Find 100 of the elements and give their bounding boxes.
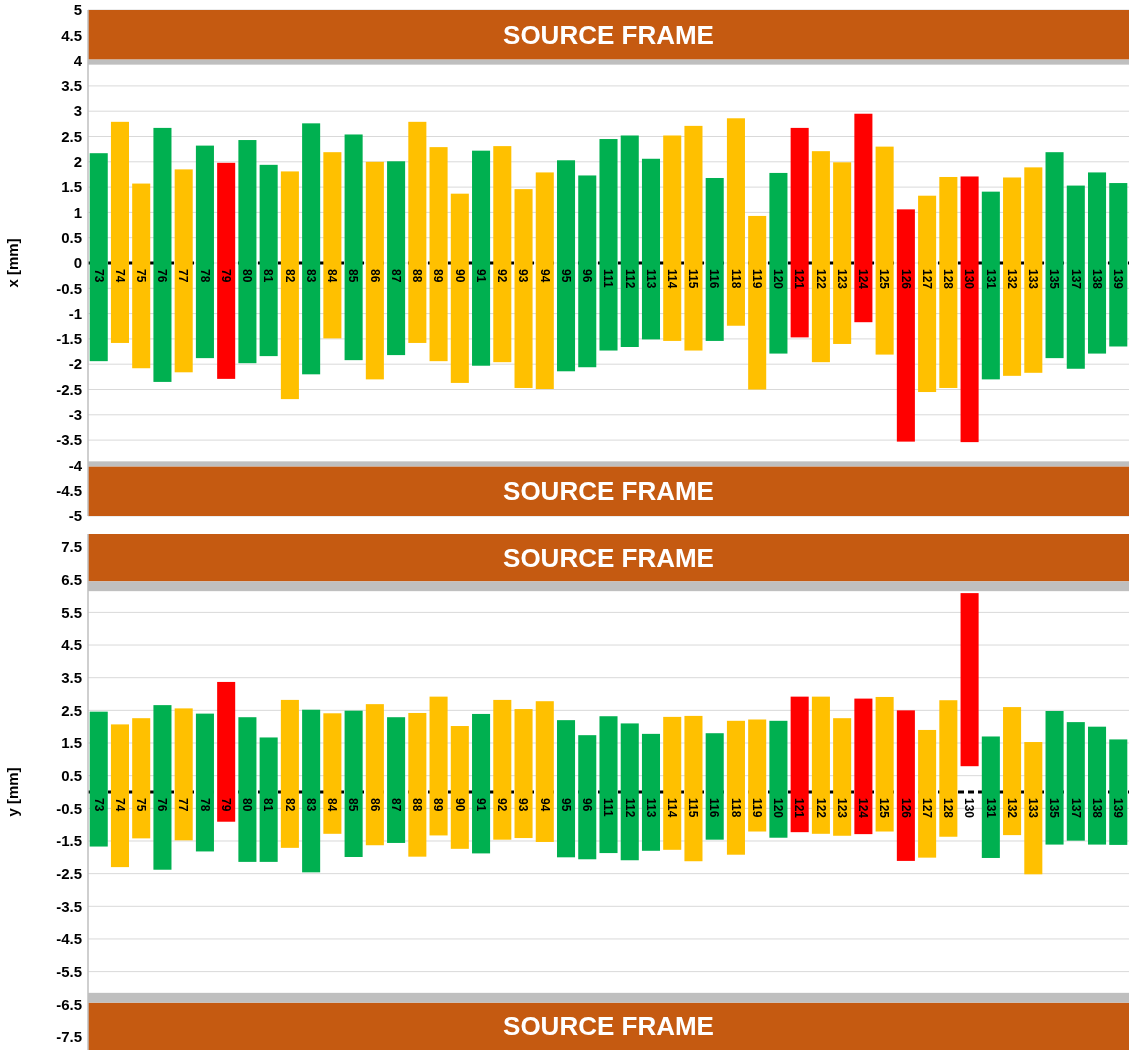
x-tick-label: 88 bbox=[410, 269, 425, 283]
x-tick-label: 92 bbox=[495, 798, 510, 812]
x-tick-label: 76 bbox=[155, 798, 170, 812]
y-tick-label: -4 bbox=[68, 456, 83, 474]
x-tick-label: 124 bbox=[856, 269, 871, 290]
x-tick-label: 90 bbox=[452, 798, 467, 812]
bar bbox=[195, 145, 214, 359]
bar bbox=[535, 172, 554, 389]
x-tick-label: 139 bbox=[1111, 798, 1126, 819]
x-tick-label: 130 bbox=[962, 798, 977, 819]
bar bbox=[726, 720, 745, 855]
y-tick-label: 3 bbox=[73, 102, 82, 120]
x-tick-label: 95 bbox=[558, 269, 573, 283]
x-tick-label: 77 bbox=[176, 798, 191, 812]
x-tick-label: 93 bbox=[516, 798, 531, 812]
x-tick-label: 122 bbox=[813, 798, 828, 819]
bar bbox=[429, 696, 448, 836]
y-tick-label: 0.5 bbox=[61, 766, 82, 784]
bar bbox=[641, 733, 661, 851]
y-tick-label: 4.5 bbox=[61, 636, 82, 654]
bar bbox=[981, 191, 1000, 380]
x-tick-label: 76 bbox=[155, 269, 170, 283]
bar bbox=[790, 127, 809, 338]
bar bbox=[939, 176, 958, 388]
bar bbox=[365, 161, 384, 380]
bar bbox=[472, 150, 491, 366]
x-tick-label: 75 bbox=[134, 798, 149, 812]
y-tick-label: 4.5 bbox=[61, 26, 82, 44]
x-tick-label: 80 bbox=[240, 269, 255, 283]
bar bbox=[748, 719, 767, 832]
x-tick-label: 96 bbox=[580, 269, 595, 283]
bar bbox=[854, 113, 873, 323]
x-tick-label: 132 bbox=[1004, 798, 1019, 819]
bar bbox=[1088, 726, 1107, 845]
x-tick-label: 138 bbox=[1089, 798, 1104, 819]
bar bbox=[153, 705, 172, 870]
x-tick-label: 120 bbox=[771, 269, 786, 290]
y-tick-label: 4 bbox=[73, 51, 83, 69]
x-tick-label: 132 bbox=[1004, 269, 1019, 290]
bar bbox=[217, 681, 236, 822]
bar bbox=[1024, 742, 1043, 875]
x-tick-label: 77 bbox=[176, 269, 191, 283]
bar bbox=[960, 176, 979, 443]
x-tick-label: 89 bbox=[431, 798, 446, 812]
x-tick-label: 118 bbox=[728, 269, 743, 289]
y-tick-label: -6.5 bbox=[56, 995, 82, 1013]
x-tick-label: 114 bbox=[665, 798, 680, 818]
bar bbox=[769, 720, 788, 838]
bar bbox=[896, 710, 915, 861]
bar bbox=[684, 125, 703, 351]
x-tick-label: 120 bbox=[771, 798, 786, 819]
x-tick-label: 119 bbox=[749, 269, 764, 289]
y-tick-label: -2.5 bbox=[56, 864, 82, 882]
x-tick-label: 112 bbox=[622, 269, 637, 289]
bar bbox=[705, 733, 724, 840]
x-tick-label: 75 bbox=[134, 269, 149, 283]
x-tick-label: 78 bbox=[197, 269, 212, 283]
bar bbox=[280, 699, 299, 848]
x-tick-label: 93 bbox=[516, 269, 531, 283]
y-tick-label: 6.5 bbox=[61, 570, 82, 588]
y-tick-label: -3.5 bbox=[56, 431, 82, 449]
x-tick-label: 85 bbox=[346, 798, 361, 812]
x-tick-label: 79 bbox=[218, 798, 233, 812]
x-tick-label: 131 bbox=[983, 798, 998, 819]
x-tick-label: 128 bbox=[941, 798, 956, 819]
x-tick-label: 118 bbox=[728, 798, 743, 818]
x-tick-label: 94 bbox=[537, 269, 552, 283]
x-tick-label: 124 bbox=[856, 798, 871, 819]
bar bbox=[1003, 707, 1022, 836]
x-tick-label: 122 bbox=[813, 269, 828, 290]
bar bbox=[472, 713, 491, 854]
bar bbox=[302, 709, 321, 873]
bar bbox=[556, 160, 576, 372]
x-tick-label: 73 bbox=[91, 798, 106, 812]
bar bbox=[1109, 739, 1128, 845]
bar bbox=[238, 140, 257, 364]
y-tick-label: 2 bbox=[73, 153, 82, 171]
x-tick-label: 135 bbox=[1047, 269, 1062, 290]
bar bbox=[344, 710, 363, 857]
y-tick-label: -5.5 bbox=[56, 962, 82, 980]
bar bbox=[1024, 167, 1043, 373]
x-tick-label: 123 bbox=[834, 798, 849, 819]
bar bbox=[132, 718, 151, 839]
y-tick-label: -5 bbox=[68, 507, 82, 525]
x-tick-label: 95 bbox=[558, 798, 573, 812]
bar bbox=[918, 729, 937, 858]
x-tick-label: 133 bbox=[1026, 269, 1041, 290]
x-tick-label: 74 bbox=[112, 269, 127, 283]
bar bbox=[280, 171, 299, 400]
bar bbox=[89, 711, 108, 847]
y-tick-label: 0.5 bbox=[61, 228, 82, 246]
y-tick-label: -0.5 bbox=[56, 799, 82, 817]
bar bbox=[365, 704, 384, 846]
bar bbox=[195, 713, 214, 852]
bar bbox=[132, 183, 151, 369]
bar bbox=[238, 717, 257, 862]
x-tick-label: 84 bbox=[325, 798, 340, 812]
x-tick-label: 96 bbox=[580, 798, 595, 812]
x-tick-label: 125 bbox=[877, 798, 892, 819]
x-tick-label: 116 bbox=[707, 269, 722, 289]
